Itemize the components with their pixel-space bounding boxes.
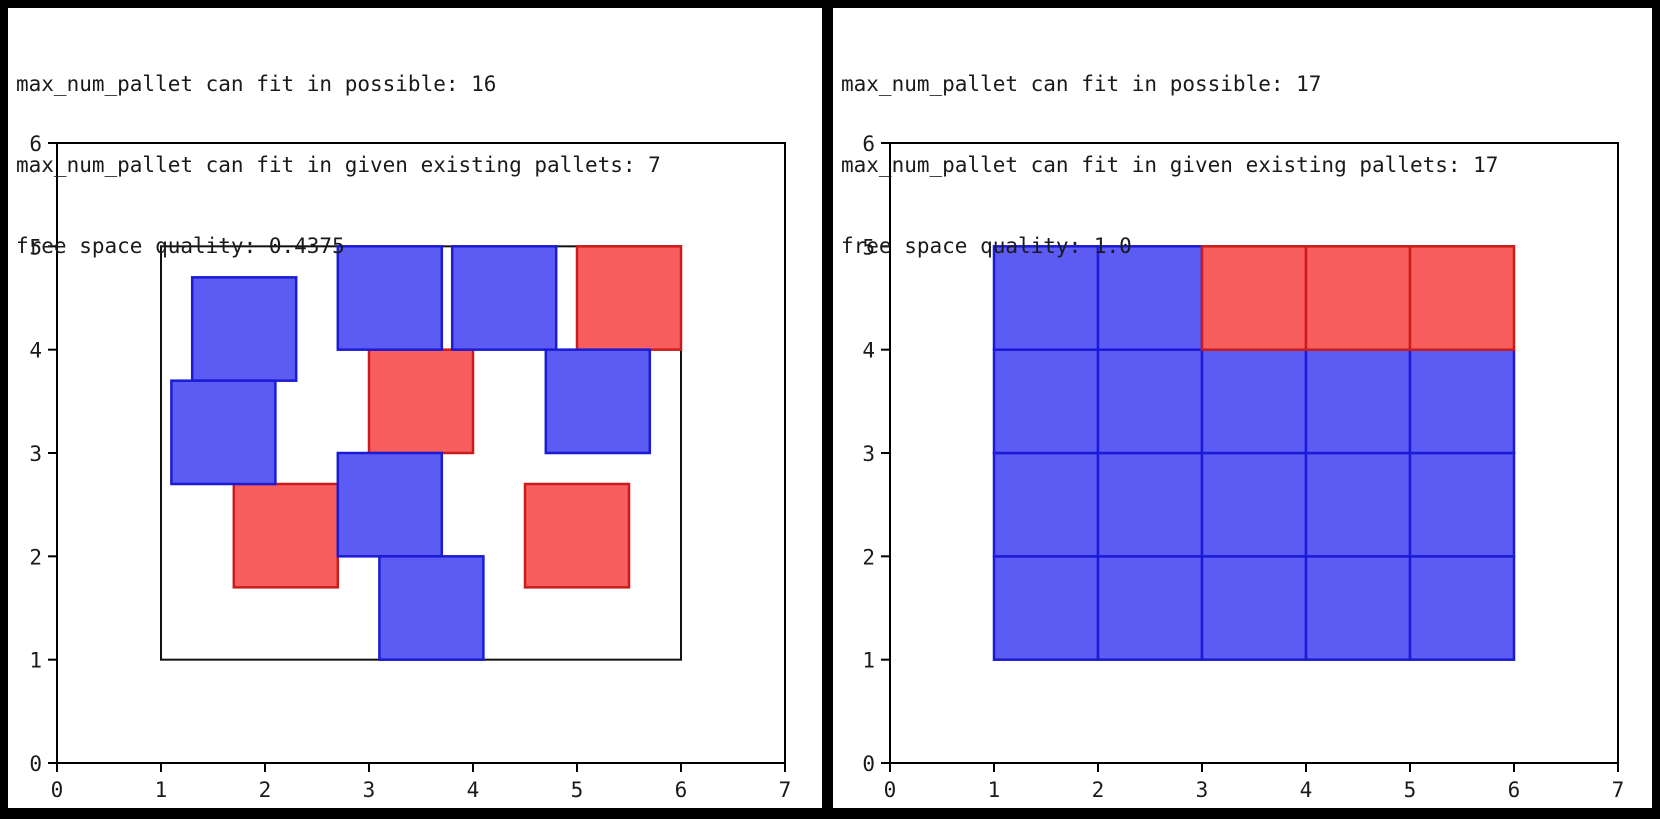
y-tick-label: 4: [862, 339, 875, 363]
info-line-existing: max_num_pallet can fit in given existing…: [16, 153, 661, 177]
pallet-square-blue: [1408, 451, 1516, 558]
x-tick-label: 5: [1404, 778, 1417, 802]
x-tick-label: 1: [155, 778, 168, 802]
x-tick-label: 7: [779, 778, 792, 802]
y-tick-label: 2: [29, 545, 42, 569]
y-tick-label: 4: [29, 339, 42, 363]
x-tick-label: 6: [675, 778, 688, 802]
y-tick-label: 0: [862, 752, 875, 776]
y-tick-label: 3: [29, 442, 42, 466]
left-plot-info-text: max_num_pallet can fit in possible: 16 m…: [16, 17, 661, 314]
pallet-square-blue: [992, 245, 1100, 351]
y-tick-label: 1: [29, 649, 42, 673]
pallet-square-blue: [1408, 555, 1516, 661]
pallet-square-blue: [170, 379, 277, 486]
pallet-square-blue: [1200, 451, 1308, 558]
x-tick-label: 2: [1092, 778, 1105, 802]
pallet-square-blue: [1200, 348, 1308, 455]
x-tick-label: 4: [467, 778, 480, 802]
x-tick-label: 2: [259, 778, 272, 802]
pallet-square-blue: [1304, 555, 1412, 661]
y-tick-label: 2: [862, 545, 875, 569]
y-tick-label: 1: [862, 649, 875, 673]
pallet-square-red: [1200, 245, 1308, 351]
pallet-square-blue: [992, 451, 1100, 558]
y-tick-label: 3: [862, 442, 875, 466]
pallet-square-blue: [1200, 555, 1308, 661]
pallet-square-blue: [1408, 348, 1516, 455]
pallet-square-red: [1304, 245, 1412, 351]
left-plot-canvas: 0 1 2 3 4 5 6 7 0 1 2 3 4 5 6: [29, 132, 792, 802]
info-line-possible: max_num_pallet can fit in possible: 16: [16, 72, 497, 96]
info-line-quality: free space quality: 0.4375: [16, 234, 345, 258]
x-tick-label: 0: [51, 778, 64, 802]
pallet-square-blue: [378, 555, 485, 661]
right-plot-info-text: max_num_pallet can fit in possible: 17 m…: [841, 17, 1498, 314]
pallet-square-blue: [336, 245, 444, 351]
pallet-square-blue: [1096, 451, 1204, 558]
pallet-square-blue: [450, 245, 558, 351]
pallet-square-blue: [1096, 245, 1204, 351]
pallet-square-blue: [992, 555, 1100, 661]
pallet-square-red: [232, 482, 340, 589]
x-tick-label: 3: [1196, 778, 1209, 802]
x-tick-label: 4: [1300, 778, 1313, 802]
x-tick-label: 7: [1612, 778, 1625, 802]
x-tick-label: 0: [884, 778, 897, 802]
pallet-square-blue: [544, 348, 652, 455]
y-tick-label: 5: [29, 235, 42, 259]
x-tick-label: 1: [988, 778, 1001, 802]
info-line-existing: max_num_pallet can fit in given existing…: [841, 153, 1499, 177]
y-tick-label: 0: [29, 752, 42, 776]
y-tick-label: 6: [29, 132, 42, 156]
y-tick-label: 5: [862, 235, 875, 259]
pallet-square-blue: [1304, 451, 1412, 558]
pallet-square-blue: [992, 348, 1100, 455]
pallet-square-blue: [1096, 348, 1204, 455]
info-line-possible: max_num_pallet can fit in possible: 17: [841, 72, 1322, 96]
pallet-square-red: [1408, 245, 1516, 351]
pallet-square-red: [523, 482, 631, 589]
left-plot-panel: 0 1 2 3 4 5 6 7 0 1 2 3 4 5 6 max_num_pallet can fit i…: [8, 8, 822, 808]
y-tick-label: 6: [862, 132, 875, 156]
right-plot-canvas: 0 1 2 3 4 5 6 7 0 1 2 3 4 5 6: [862, 132, 1625, 802]
x-tick-label: 3: [363, 778, 376, 802]
x-tick-label: 5: [571, 778, 584, 802]
x-tick-label: 6: [1508, 778, 1521, 802]
pallet-square-red: [367, 348, 475, 455]
pallet-square-blue: [1096, 555, 1204, 661]
info-line-quality: free space quality: 1.0: [841, 234, 1132, 258]
pallet-square-blue: [1304, 348, 1412, 455]
right-plot-panel: 0 1 2 3 4 5 6 7 0 1 2 3 4 5 6 max_num_pallet can fit i…: [833, 8, 1652, 808]
pallet-square-blue: [336, 451, 444, 558]
